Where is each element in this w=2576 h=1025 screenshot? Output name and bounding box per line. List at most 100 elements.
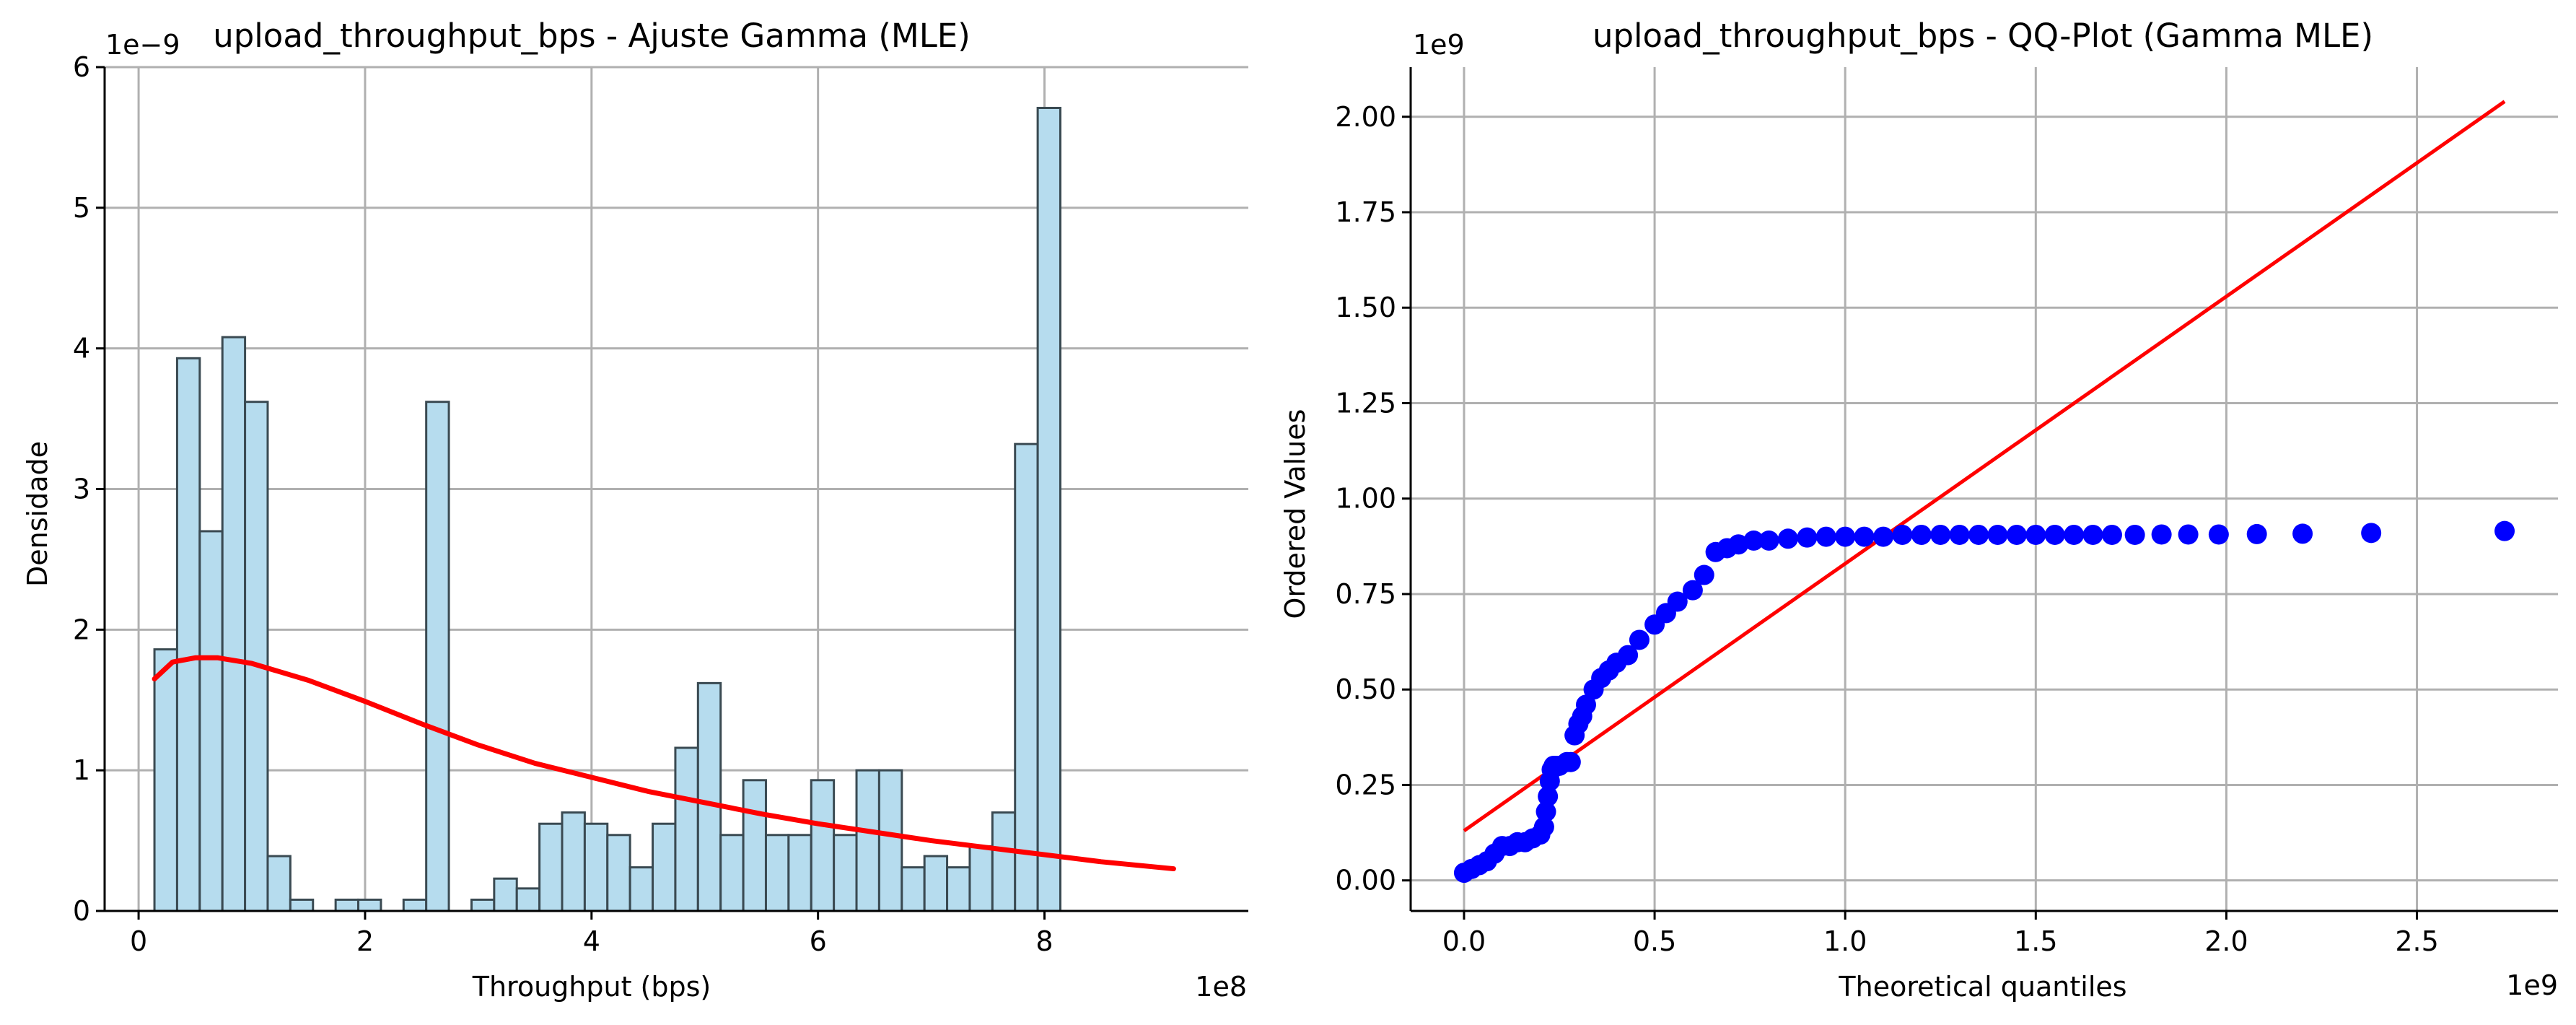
y-tick-label: 6 [73, 51, 90, 83]
y-tick-label: 0.50 [1335, 673, 1396, 705]
qq-point [1949, 524, 1970, 545]
histogram-bar [877, 769, 903, 912]
y-tick-label: 4 [73, 333, 90, 365]
histogram-bar [696, 681, 722, 912]
hist-xlabel: Throughput (bps) [472, 971, 711, 1003]
histogram-bar [946, 866, 971, 912]
hist-gamma-fit [152, 655, 1176, 872]
qq-point [1535, 801, 1556, 822]
histogram-bar [289, 898, 315, 912]
histogram-bar [334, 898, 360, 912]
x-tick-label: 2 [356, 925, 374, 957]
histogram-bar [561, 811, 586, 912]
x-tick-label: 0.5 [1633, 925, 1676, 957]
x-tick-label: 2.5 [2395, 925, 2438, 957]
qq-point [1560, 751, 1581, 772]
qq-x-offset: 1e9 [2506, 969, 2558, 1001]
x-tick-label: 1.0 [1823, 925, 1867, 957]
histogram-bar [855, 769, 880, 912]
qq-point [1728, 534, 1749, 555]
qq-grid [1411, 67, 2558, 911]
histogram-bar [402, 898, 428, 912]
qq-y-offset: 1e9 [1413, 29, 1465, 61]
qq-point [2494, 520, 2515, 541]
qq-point [1538, 786, 1559, 807]
reference-line [1463, 100, 2506, 832]
y-tick-label: 5 [73, 192, 90, 224]
x-tick-label: 0 [130, 925, 147, 957]
qq-point [1815, 526, 1836, 547]
y-tick-label: 1.25 [1335, 387, 1396, 419]
qq-point [2082, 524, 2103, 545]
qq-point [2044, 524, 2065, 545]
histogram-bar [425, 401, 450, 912]
histogram-bar [493, 877, 518, 912]
histogram-bar [1014, 442, 1039, 912]
qq-point [1533, 816, 1554, 837]
qq-point [1930, 524, 1951, 545]
qq-xlabel: Theoretical quantiles [1838, 971, 2126, 1003]
qq-point [1682, 580, 1703, 601]
qq-point [1987, 524, 2008, 545]
histogram-bar [221, 336, 247, 912]
y-tick-label: 0.00 [1335, 865, 1396, 897]
qq-point [2292, 523, 2313, 544]
x-tick-label: 8 [1035, 925, 1053, 957]
qq-point [1797, 527, 1818, 548]
hist-bars [153, 107, 1061, 912]
histogram-bar [923, 855, 949, 912]
qq-point [1618, 645, 1639, 666]
histogram-bar [583, 822, 609, 912]
histogram-bar [968, 845, 994, 912]
qq-panel: upload_throughput_bps - QQ-Plot (Gamma M… [1279, 17, 2558, 1003]
y-tick-label: 0.75 [1335, 578, 1396, 610]
y-tick-label: 1.75 [1335, 196, 1396, 228]
x-tick-label: 0.0 [1442, 925, 1486, 957]
y-tick-label: 1.00 [1335, 483, 1396, 515]
histogram-bar [787, 834, 812, 912]
qq-ylabel: Ordered Values [1279, 409, 1311, 619]
y-tick-label: 0.25 [1335, 769, 1396, 801]
qq-reference-line [1463, 100, 2506, 832]
histogram-bar [175, 357, 201, 912]
qq-point [1758, 530, 1779, 551]
histogram-bar [901, 866, 926, 912]
histogram-bar [674, 746, 699, 912]
qq-point [2151, 524, 2172, 545]
histogram-bar [1036, 107, 1061, 912]
qq-point [1835, 526, 1856, 547]
histogram-bar [742, 779, 767, 912]
y-tick-label: 0 [73, 895, 90, 927]
x-tick-label: 1.5 [2014, 925, 2057, 957]
histogram-bar [606, 834, 631, 912]
qq-point [1743, 530, 1764, 551]
hist-x-offset: 1e8 [1195, 971, 1247, 1003]
x-tick-label: 6 [810, 925, 827, 957]
qq-point [2246, 523, 2267, 544]
qq-point [1575, 694, 1596, 715]
histogram-bar [470, 898, 496, 912]
histogram-bar [628, 866, 654, 912]
hist-title: upload_throughput_bps - Ajuste Gamma (ML… [213, 17, 971, 55]
x-tick-label: 2.0 [2204, 925, 2248, 957]
histogram-bar [810, 779, 836, 912]
qq-point [2124, 524, 2145, 545]
x-tick-label: 4 [583, 925, 600, 957]
qq-point [2025, 524, 2046, 545]
qq-point [2178, 524, 2199, 545]
histogram-bar [652, 822, 677, 912]
qq-point [1777, 528, 1798, 549]
qq-title: upload_throughput_bps - QQ-Plot (Gamma M… [1593, 17, 2373, 55]
qq-point [1629, 629, 1650, 650]
qq-point [1694, 564, 1714, 585]
qq-spines [1409, 67, 2558, 912]
qq-point [2208, 524, 2229, 545]
y-tick-label: 3 [73, 474, 90, 505]
hist-ticks: 0 2 4 6 8 0 1 2 3 4 5 6 [73, 51, 1053, 957]
qq-point [1892, 524, 1913, 545]
histogram-bar [266, 855, 292, 912]
qq-points [1453, 520, 2515, 884]
histogram-bar [833, 834, 858, 912]
histogram-bar [538, 822, 564, 912]
